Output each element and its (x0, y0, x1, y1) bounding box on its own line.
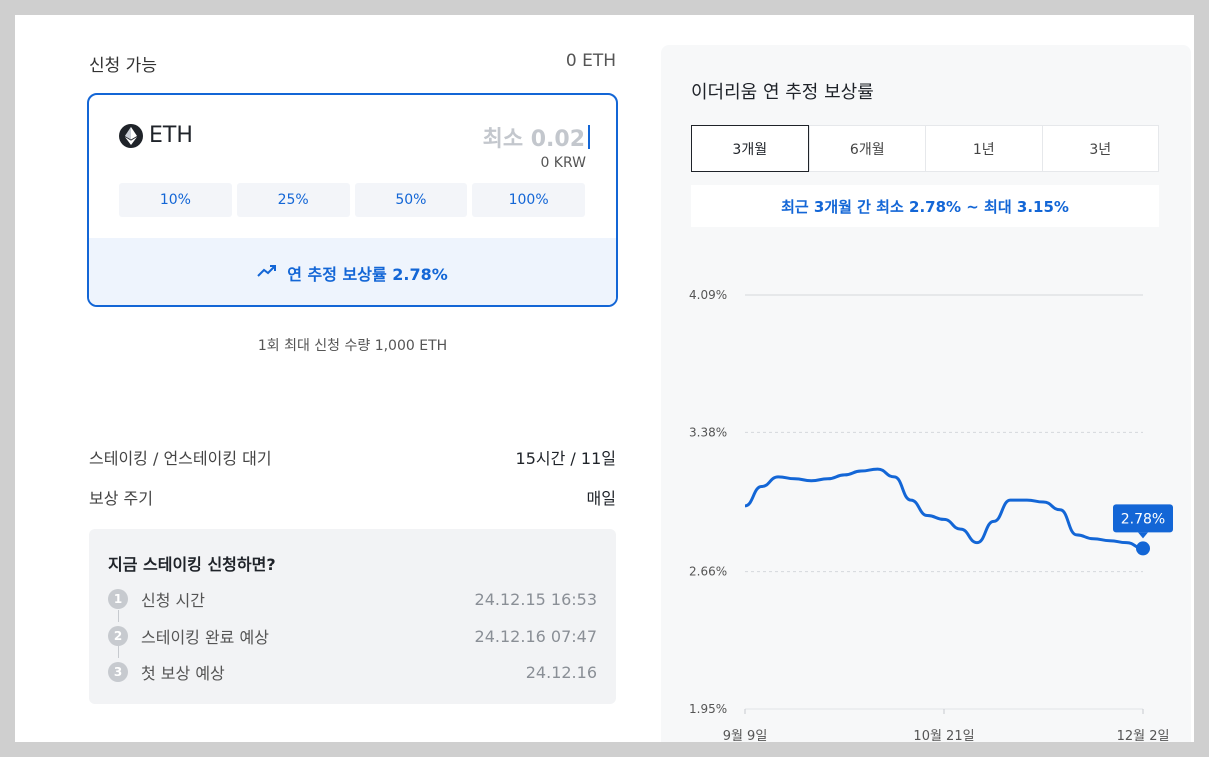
step-value: 24.12.16 (525, 662, 597, 682)
available-value: 0 ETH (565, 51, 616, 71)
y-tick-label: 1.95% (689, 702, 727, 716)
x-tick-label: 12월 2일 (1117, 729, 1170, 742)
y-tick-label: 4.09% (689, 288, 727, 302)
step-label: 첫 보상 예상 (141, 664, 225, 683)
percent-buttons: 10% 25% 50% 100% (119, 183, 585, 217)
percent-25-button[interactable]: 25% (236, 183, 350, 217)
step-value: 24.12.15 16:53 (474, 589, 597, 609)
tab-3-years[interactable]: 3년 (1041, 126, 1159, 171)
tab-1-year[interactable]: 1년 (925, 126, 1042, 171)
schedule-step: 2 스테이킹 완료 예상 24.12.16 07:47 (108, 624, 597, 648)
reward-rate-chart: 4.09% 3.38% 2.66% 1.95% 9월 9일 10월 21일 12월 2일 2.… (689, 288, 1173, 742)
coin-symbol: ETH (149, 123, 193, 148)
wait-time-label: 스테이킹 / 언스테이킹 대기 (89, 449, 272, 468)
tooltip-pointer (1138, 532, 1148, 539)
step-number: 2 (108, 626, 128, 646)
tab-6-months[interactable]: 6개월 (808, 126, 926, 171)
step-connector (118, 646, 119, 658)
y-tick-label: 3.38% (689, 425, 727, 439)
series-line (744, 467, 1144, 550)
x-tick-label: 10월 21일 (913, 729, 974, 742)
available-row: 신청 가능 0 ETH (89, 51, 616, 76)
schedule-title: 지금 스테이킹 신청하면? (108, 555, 276, 574)
estimated-rate-text: 연 추정 보상률 2.78% (287, 264, 448, 284)
trending-up-icon (257, 263, 277, 282)
value-tooltip-label: 2.78% (1121, 511, 1165, 527)
schedule-step: 3 첫 보상 예상 24.12.16 (108, 660, 597, 684)
x-tick-label: 9월 9일 (723, 729, 768, 742)
step-connector (118, 610, 119, 622)
ethereum-icon (119, 123, 143, 148)
krw-value: 0 KRW (540, 155, 586, 171)
reward-cycle-label: 보상 주기 (89, 489, 153, 508)
panel-title: 이더리움 연 추정 보상률 (691, 82, 874, 103)
max-quantity-note: 1회 최대 신청 수량 1,000 ETH (257, 338, 448, 354)
step-number: 3 (108, 662, 128, 682)
step-value: 24.12.16 07:47 (474, 626, 597, 646)
available-label: 신청 가능 (89, 56, 157, 76)
step-label: 신청 시간 (141, 591, 205, 610)
staking-page: 신청 가능 0 ETH ETH 최소 0.02 0 KRW 10% 25% 50… (15, 15, 1194, 742)
rate-range-summary: 최근 3개월 간 최소 2.78% ~ 최대 3.15% (691, 185, 1159, 227)
reward-cycle-value: 매일 (586, 489, 616, 508)
reward-rate-panel: 이더리움 연 추정 보상률 3개월 6개월 1년 3년 최근 3개월 간 최소 … (661, 45, 1191, 742)
amount-input[interactable]: 최소 0.02 (483, 121, 590, 153)
step-label: 스테이킹 완료 예상 (141, 628, 269, 647)
period-tabs: 3개월 6개월 1년 3년 (691, 125, 1159, 172)
tab-3-months[interactable]: 3개월 (691, 125, 809, 172)
step-number: 1 (108, 589, 128, 609)
text-caret (588, 125, 590, 149)
staking-schedule-box: 지금 스테이킹 신청하면? 1 신청 시간 24.12.15 16:53 2 스… (89, 529, 616, 704)
value-tooltip (1113, 504, 1173, 533)
schedule-step: 1 신청 시간 24.12.15 16:53 (108, 587, 597, 611)
y-tick-label: 2.66% (689, 565, 727, 579)
end-point (1136, 541, 1150, 556)
stake-input-card: ETH 최소 0.02 0 KRW 10% 25% 50% 100% 연 추정 … (87, 93, 618, 307)
wait-time-value: 15시간 / 11일 (515, 449, 616, 468)
amount-placeholder: 최소 0.02 (482, 127, 585, 152)
reward-cycle-row: 보상 주기 매일 (89, 485, 616, 509)
percent-10-button[interactable]: 10% (119, 183, 232, 217)
wait-time-row: 스테이킹 / 언스테이킹 대기 15시간 / 11일 (89, 445, 616, 469)
percent-100-button[interactable]: 100% (472, 183, 585, 217)
estimated-rate-bar: 연 추정 보상률 2.78% (89, 238, 616, 305)
coin-selector: ETH (119, 123, 193, 148)
percent-50-button[interactable]: 50% (354, 183, 468, 217)
